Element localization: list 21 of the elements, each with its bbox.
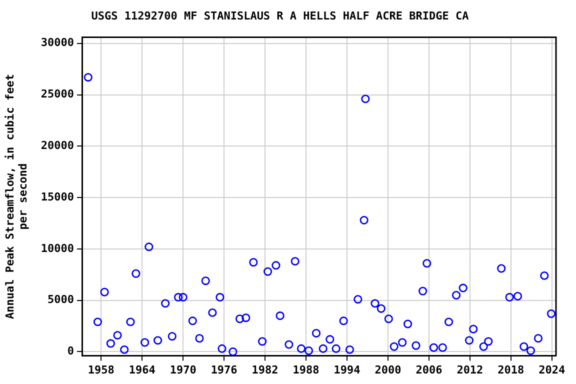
x-tick-label: 1970 [170,363,196,376]
x-tick-label: 2012 [456,363,484,376]
x-tick-label: 1976 [210,363,238,376]
x-tick-label: 1994 [334,363,361,376]
x-tick-label: 2024 [538,363,566,376]
x-tick-label: 1958 [88,363,114,376]
x-tick-label: 1982 [252,363,278,376]
chart-title: USGS 11292700 MF STANISLAUS R A HELLS HALF ACRE BRIDGE CA [91,9,470,22]
y-axis-title: Annual Peak Streamflow, in cubic feet per second [3,74,30,320]
y-tick-label: 25000 [40,88,74,101]
x-tick-label: 2000 [374,363,402,376]
x-tick-label: 2006 [416,363,443,376]
y-tick-label: 0 [67,344,74,358]
y-tick-label: 20000 [40,139,74,152]
y-tick-label: 30000 [40,36,74,50]
y-tick-label: 5000 [48,293,74,306]
x-tick-label: 1964 [128,363,156,376]
x-tick-label: 2018 [498,363,524,376]
y-tick-label: 10000 [40,242,74,255]
y-tick-label: 15000 [40,190,74,204]
x-tick-label: 1988 [292,363,320,376]
